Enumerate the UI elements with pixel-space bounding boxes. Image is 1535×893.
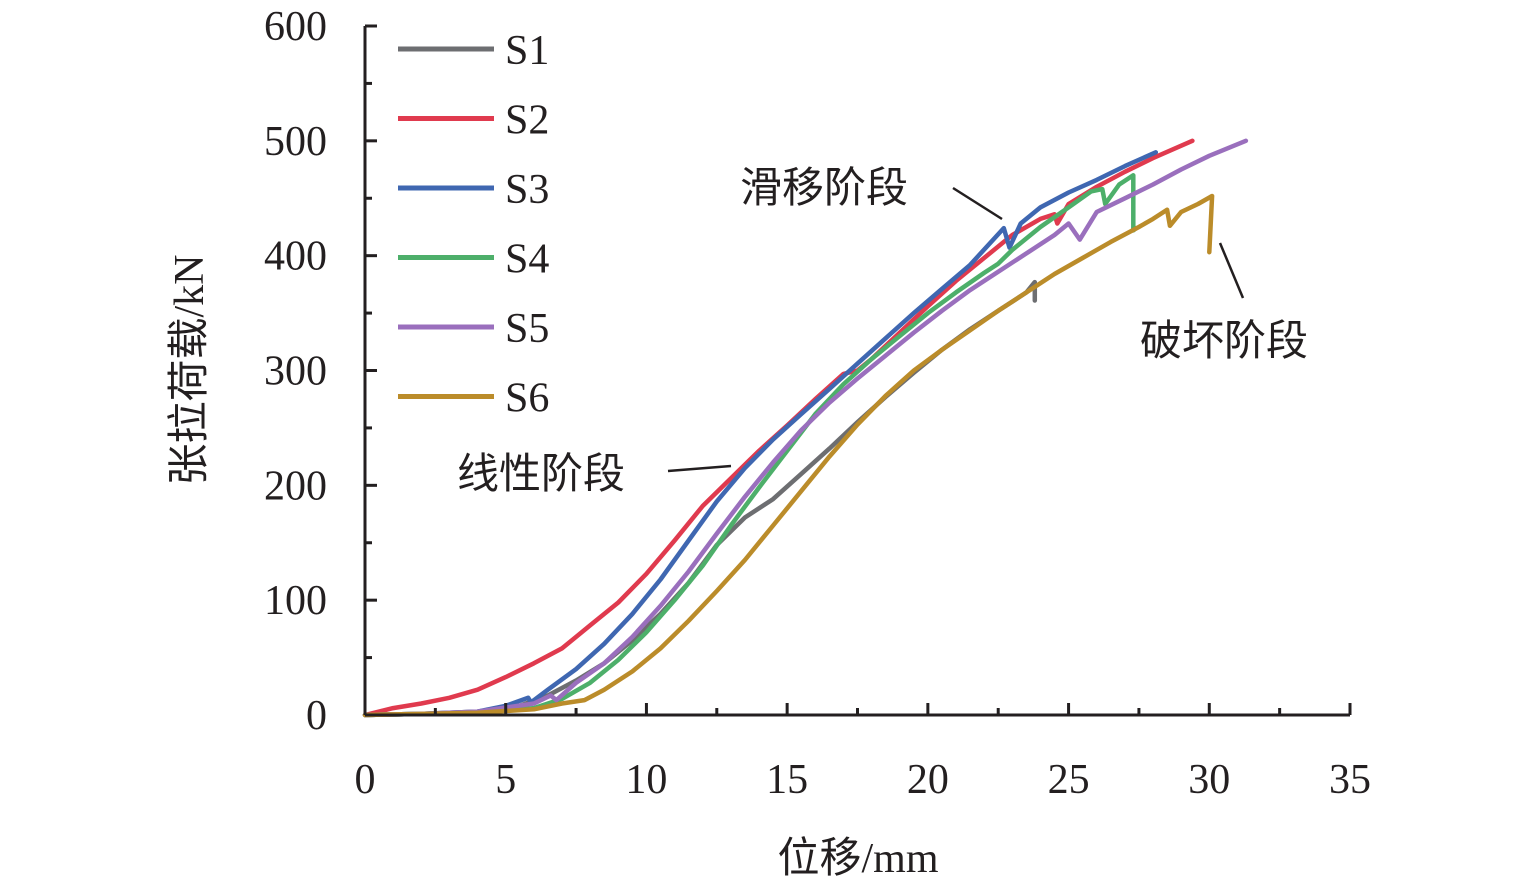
legend-item-s5: S5 (398, 306, 549, 352)
y-tick-label: 600 (264, 4, 327, 50)
annotation-slip-stage-leader (952, 186, 1003, 221)
annotation-slip-stage-label: 滑移阶段 (740, 166, 908, 212)
x-tick-label: 20 (907, 757, 949, 803)
x-tick-label: 25 (1048, 757, 1090, 803)
x-tick-label: 30 (1188, 757, 1230, 803)
legend-label: S5 (505, 306, 549, 352)
legend-label: S1 (505, 28, 549, 74)
legend-label: S3 (505, 167, 549, 213)
annotation-linear-stage-label: 线性阶段 (457, 452, 625, 498)
y-tick-label: 0 (306, 693, 327, 739)
x-axis-title: 位移/mm (777, 835, 938, 882)
legend-label: S2 (505, 98, 549, 144)
y-tick-label: 400 (264, 234, 327, 280)
x-tick-label: 10 (625, 757, 667, 803)
series-layer (362, 138, 1249, 718)
ticks-layer: 0 100 200 300 400 500 600 0 5 10 15 20 25 30 35 (264, 4, 1371, 803)
legend-item-s1: S1 (398, 28, 549, 74)
annotation-linear-stage-leader (667, 464, 732, 473)
annotation-linear-stage: 线性阶段 (457, 452, 732, 498)
legend-item-s6: S6 (398, 376, 549, 422)
y-tick-label: 500 (264, 119, 327, 165)
annotation-failure-stage-label: 破坏阶段 (1140, 319, 1308, 365)
x-tick-label: 35 (1329, 757, 1371, 803)
legend-label: S6 (505, 376, 549, 422)
x-tick-label: 5 (495, 757, 516, 803)
legend: S1 S2 S3 S4 S5 S6 (398, 28, 549, 422)
y-tick-label: 200 (264, 463, 327, 509)
x-tick-label: 0 (355, 757, 376, 803)
legend-label: S4 (505, 237, 549, 283)
series-line-s6 (362, 193, 1215, 718)
legend-item-s4: S4 (398, 237, 549, 283)
x-tick-label: 15 (766, 757, 808, 803)
legend-item-s3: S3 (398, 167, 549, 213)
y-tick-label: 100 (264, 578, 327, 624)
legend-item-s2: S2 (398, 98, 549, 144)
series-line-s3 (362, 150, 1159, 718)
series-line-s4 (362, 173, 1139, 718)
y-tick-label: 300 (264, 349, 327, 395)
y-axis-title: 张拉荷载/kN (166, 254, 213, 485)
series-line-s5 (362, 138, 1249, 718)
annotation-failure-stage: 破坏阶段 (1140, 242, 1308, 365)
annotation-failure-stage-leader (1218, 242, 1245, 299)
annotation-slip-stage: 滑移阶段 (740, 166, 1003, 221)
series-line-s1 (362, 279, 1038, 718)
